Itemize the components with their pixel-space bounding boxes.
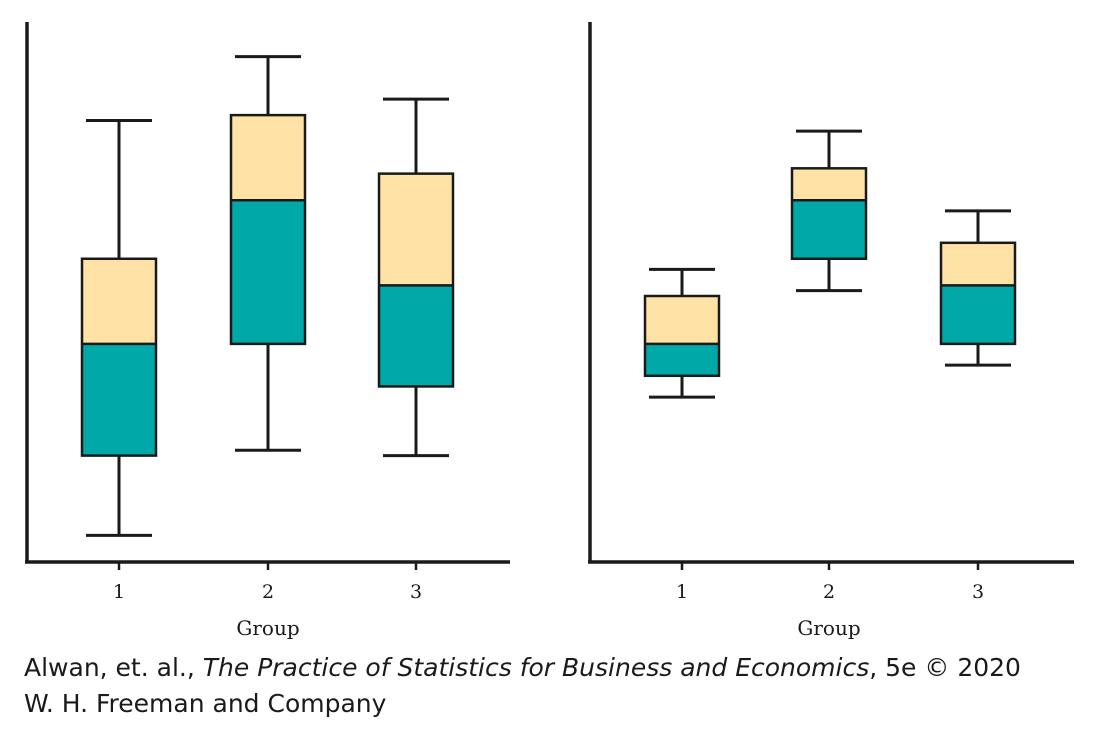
box-outline [229,113,307,346]
upper-box-half [792,168,866,201]
x-tick-label: 3 [410,581,422,603]
credit-book-title: The Practice of Statistics for Business … [202,653,870,682]
x-tick-label: 2 [262,581,274,603]
upper-box-half [645,296,719,344]
x-tick-label: 1 [113,581,125,603]
box-outline [80,257,158,457]
credit-line-2: W. H. Freeman and Company [24,689,387,718]
box-outline [790,167,868,261]
upper-box-half [231,115,305,201]
x-tick-label: 2 [823,581,835,603]
upper-box-half [82,258,156,344]
lower-box-half [231,200,305,344]
box-outline [377,172,455,388]
credit-line-1: Alwan, et. al., The Practice of Statisti… [24,650,1021,686]
source-credit: Alwan, et. al., The Practice of Statisti… [24,650,1021,722]
credit-authors: Alwan, et. al., [24,653,203,682]
box-outline [643,294,721,378]
box-outline [939,241,1017,346]
lower-box-half [645,343,719,376]
x-axis-title: Group [236,616,299,640]
lower-box-half [379,285,453,387]
left-panel: 1 2 3 Group [25,22,510,640]
credit-edition: , 5e © 2020 [869,653,1021,682]
right-panel: 1 2 3 Group [588,22,1074,640]
lower-box-half [82,343,156,456]
lower-box-half [792,200,866,259]
upper-box-half [941,242,1015,286]
lower-box-half [941,285,1015,344]
x-axis-title: Group [797,616,860,640]
x-tick-label: 1 [676,581,688,603]
x-tick-label: 3 [972,581,984,603]
upper-box-half [379,173,453,286]
